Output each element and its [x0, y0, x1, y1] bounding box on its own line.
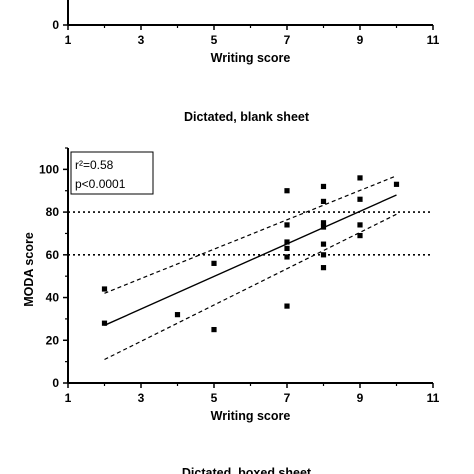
x-axis-title: Writing score — [211, 51, 291, 65]
data-point — [284, 222, 290, 228]
x-tick-label: 7 — [284, 391, 291, 405]
y-tick-label: 20 — [46, 333, 60, 347]
x-tick-label: 9 — [357, 33, 364, 47]
x-tick-label: 3 — [138, 391, 145, 405]
data-point — [284, 239, 290, 245]
data-point — [357, 222, 363, 228]
data-point — [284, 188, 290, 194]
x-tick-label: 1 — [65, 33, 72, 47]
y-tick-label: 0 — [52, 18, 59, 32]
y-axis-title: MODA score — [22, 232, 36, 307]
confidence-band-lower — [104, 213, 397, 361]
x-tick-label: 3 — [138, 33, 145, 47]
data-point — [284, 303, 290, 309]
x-tick-label: 5 — [211, 33, 218, 47]
r-squared-label: r²=0.58 — [75, 158, 114, 172]
data-point — [320, 220, 327, 226]
stats-box-border — [70, 151, 154, 195]
y-tick-label: 80 — [46, 205, 60, 219]
data-point — [320, 265, 327, 271]
data-point — [101, 320, 108, 326]
x-tick-label: 9 — [357, 391, 364, 405]
x-tick-label: 7 — [284, 33, 291, 47]
confidence-band-upper — [104, 175, 397, 294]
data-point — [101, 286, 108, 292]
y-tick-label: 0 — [52, 376, 59, 390]
x-tick-label: 11 — [427, 33, 440, 47]
data-point — [393, 181, 400, 187]
data-point — [357, 232, 363, 239]
p-value-label: p<0.0001 — [75, 177, 126, 191]
chart-title: Dictated, blank sheet — [184, 110, 310, 124]
data-point — [357, 196, 363, 202]
data-point — [211, 326, 217, 333]
data-point — [174, 312, 181, 318]
y-tick-label: 100 — [39, 162, 59, 176]
x-tick-label: 5 — [211, 391, 218, 405]
stats-box: r²=0.58 p<0.0001 — [70, 151, 154, 195]
y-tick-label: 40 — [46, 291, 60, 305]
data-point — [284, 245, 290, 252]
data-point — [284, 254, 290, 260]
data-point — [320, 183, 327, 190]
x-axis-title: Writing score — [211, 409, 291, 423]
bottom-panel: Dictated, boxed sheet — [182, 466, 312, 474]
x-tick-label: 11 — [427, 391, 440, 405]
mid-panel: Dictated, blank sheet 0 20 40 60 80 100 1 3 5 7 9 11… — [22, 110, 440, 423]
y-tick-label: 60 — [46, 248, 60, 262]
data-point — [320, 198, 327, 205]
data-point — [357, 175, 363, 181]
data-point — [320, 224, 327, 230]
data-point — [320, 252, 327, 258]
x-tick-label: 1 — [65, 391, 72, 405]
data-point — [211, 260, 217, 266]
next-chart-title: Dictated, boxed sheet — [182, 466, 312, 474]
data-point — [320, 241, 327, 247]
regression-line — [104, 194, 397, 326]
top-panel: 01 3 5 7 9 11 Writing score — [52, 0, 440, 65]
